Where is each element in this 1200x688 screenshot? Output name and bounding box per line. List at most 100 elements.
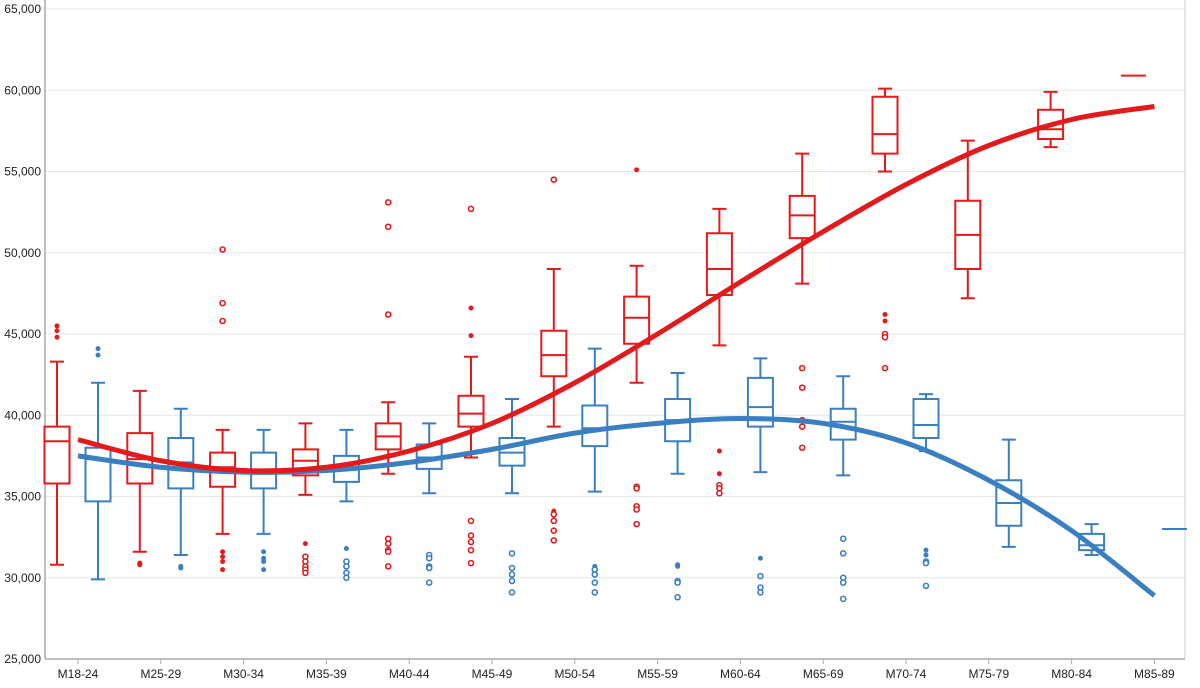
outlier-point bbox=[219, 299, 226, 307]
box-iqr bbox=[623, 295, 651, 345]
outlier-point bbox=[425, 554, 433, 562]
outlier-point bbox=[881, 364, 889, 372]
outlier-point bbox=[591, 589, 599, 596]
outlier-point bbox=[550, 176, 558, 183]
outlier-point bbox=[922, 559, 930, 567]
outlier-point bbox=[219, 246, 226, 253]
box-M55-59 bbox=[623, 167, 651, 528]
outlier-point bbox=[839, 595, 847, 603]
y-tick-label: 55,000 bbox=[4, 165, 41, 179]
box-M50-54 bbox=[581, 347, 609, 596]
x-tick-label: M55-59 bbox=[637, 667, 678, 681]
box-M70-74 bbox=[871, 87, 899, 372]
x-tick-label: M30-34 bbox=[223, 667, 264, 681]
x-tick-label: M50-54 bbox=[554, 667, 595, 681]
outlier-point bbox=[261, 549, 267, 555]
box-iqr bbox=[705, 232, 733, 296]
outlier-point bbox=[716, 471, 722, 477]
outlier-point bbox=[923, 547, 929, 553]
outlier-point bbox=[54, 334, 60, 340]
outlier-point bbox=[467, 205, 475, 213]
outlier-point bbox=[178, 565, 184, 571]
box-M35-39 bbox=[332, 428, 360, 582]
outlier-point bbox=[467, 546, 475, 554]
box-iqr bbox=[457, 394, 485, 428]
outlier-point bbox=[798, 384, 806, 391]
outlier-point bbox=[220, 567, 226, 573]
box-M60-64 bbox=[746, 357, 774, 596]
outlier-point bbox=[54, 323, 60, 329]
box-iqr bbox=[871, 95, 899, 155]
y-tick-label: 35,000 bbox=[4, 490, 41, 504]
box-iqr bbox=[912, 398, 940, 439]
y-tick-label: 60,000 bbox=[4, 83, 41, 97]
outlier-point bbox=[220, 554, 226, 560]
outlier-point bbox=[54, 328, 60, 334]
outlier-point bbox=[923, 552, 929, 558]
x-tick-label: M70-74 bbox=[886, 667, 927, 681]
x-tick-label: M25-29 bbox=[140, 667, 181, 681]
outlier-point bbox=[839, 535, 847, 543]
box-M35-39 bbox=[291, 422, 319, 577]
box-M30-34 bbox=[209, 246, 237, 573]
y-tick-label: 25,000 bbox=[4, 652, 41, 666]
outlier-point bbox=[467, 517, 475, 525]
outlier-point bbox=[343, 546, 349, 551]
outlier-point bbox=[839, 550, 847, 557]
outlier-point bbox=[798, 364, 806, 372]
outlier-point bbox=[550, 537, 558, 544]
box-M18-24 bbox=[84, 346, 112, 581]
x-tick-label: M65-69 bbox=[803, 667, 844, 681]
outlier-point bbox=[550, 511, 558, 518]
outlier-point bbox=[550, 527, 558, 534]
y-tick-label: 40,000 bbox=[4, 408, 41, 422]
outlier-point bbox=[633, 506, 640, 513]
outlier-point bbox=[467, 538, 475, 546]
outlier-point bbox=[137, 562, 143, 568]
x-tick-label: M60-64 bbox=[720, 667, 761, 681]
outlier-point bbox=[881, 333, 889, 341]
box-M80-84 bbox=[1037, 90, 1065, 149]
outlier-point bbox=[757, 589, 764, 596]
outlier-point bbox=[633, 520, 640, 528]
outlier-point bbox=[716, 489, 723, 497]
outlier-point bbox=[302, 541, 308, 547]
box-M60-64 bbox=[705, 207, 733, 497]
box-M30-34 bbox=[250, 428, 278, 573]
box-M45-49 bbox=[457, 205, 485, 567]
outlier-point bbox=[219, 317, 226, 325]
outlier-point bbox=[508, 550, 516, 557]
box-iqr bbox=[581, 404, 609, 448]
box-M55-59 bbox=[664, 372, 692, 601]
outlier-point bbox=[675, 563, 681, 569]
outlier-point bbox=[508, 564, 516, 572]
box-M25-29 bbox=[167, 407, 195, 571]
outlier-point bbox=[468, 333, 474, 339]
outlier-point bbox=[384, 563, 392, 570]
outlier-point bbox=[261, 559, 267, 564]
outlier-point bbox=[468, 305, 474, 311]
outlier-point bbox=[922, 582, 930, 590]
outlier-point bbox=[674, 593, 681, 601]
y-tick-label: 50,000 bbox=[4, 246, 41, 260]
y-tick-label: 65,000 bbox=[4, 2, 41, 16]
box-iqr bbox=[43, 425, 71, 485]
outlier-point bbox=[220, 559, 226, 564]
trend-line-series-0 bbox=[77, 104, 1155, 474]
x-tick-label: M40-44 bbox=[389, 667, 430, 681]
box-M18-24 bbox=[43, 323, 71, 566]
outlier-point bbox=[302, 569, 309, 577]
outlier-point bbox=[508, 577, 516, 585]
box-M65-69 bbox=[788, 152, 816, 452]
x-tick-label: M85-89 bbox=[1134, 667, 1175, 681]
box-M25-29 bbox=[126, 389, 154, 568]
outlier-point bbox=[384, 311, 392, 318]
x-tick-label: M35-39 bbox=[306, 667, 347, 681]
outlier-point bbox=[425, 579, 433, 586]
outlier-point bbox=[550, 517, 558, 525]
outlier-point bbox=[798, 444, 806, 452]
x-tick-label: M75-79 bbox=[968, 667, 1009, 681]
outlier-point bbox=[674, 579, 681, 586]
outlier-point bbox=[95, 352, 101, 358]
